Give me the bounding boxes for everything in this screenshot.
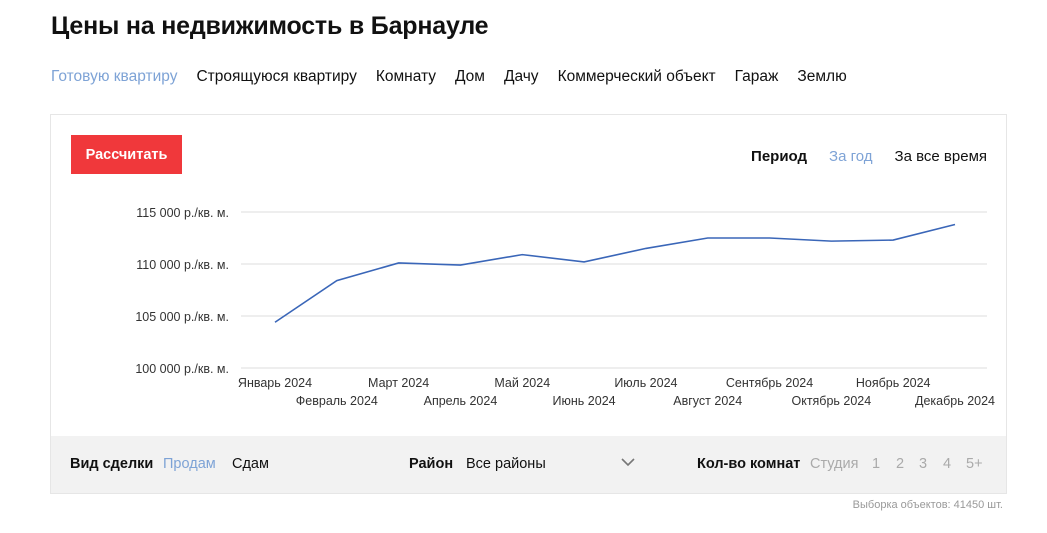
rooms-option-1[interactable]: 1: [872, 456, 881, 472]
rooms-option-3[interactable]: 3: [919, 456, 928, 472]
price-line-chart: 115 000 р./кв. м. 110 000 р./кв. м. 105 00…: [135, 206, 995, 408]
tab-garage[interactable]: Гараж: [734, 68, 779, 85]
rooms-option-studio[interactable]: Студия: [810, 456, 859, 472]
price-series-line: [274, 223, 956, 323]
rooms-count-label: Кол-во комнат: [697, 456, 801, 472]
x-tick-label: Ноябрь 2024: [856, 376, 931, 390]
tab-commercial[interactable]: Коммерческий объект: [557, 68, 716, 85]
period-label: Период: [751, 148, 808, 165]
deal-option-rent[interactable]: Сдам: [232, 456, 269, 472]
page-title: Цены на недвижимость в Барнауле: [51, 12, 489, 40]
calculate-button[interactable]: Рассчитать: [71, 135, 182, 174]
x-tick-label: Сентябрь 2024: [726, 376, 813, 390]
property-type-tabs: Готовую квартиру Строящуюся квартиру Ком…: [51, 68, 866, 86]
tab-house[interactable]: Дом: [455, 68, 485, 85]
x-tick-label: Октябрь 2024: [791, 394, 871, 408]
deal-type-label: Вид сделки: [70, 456, 154, 472]
x-tick-label: Март 2024: [368, 376, 429, 390]
x-tick-label: Июнь 2024: [553, 394, 616, 408]
tab-dacha[interactable]: Дачу: [503, 68, 539, 85]
x-tick-label: Февраль 2024: [296, 394, 378, 408]
period-option-year[interactable]: За год: [829, 148, 873, 165]
filter-bar: Вид сделки Продам Сдам Район Все районы …: [51, 436, 1006, 493]
rooms-option-2[interactable]: 2: [896, 456, 905, 472]
y-tick-label: 110 000 р./кв. м.: [136, 258, 229, 272]
deal-option-sell[interactable]: Продам: [163, 456, 216, 472]
y-tick-label: 105 000 р./кв. м.: [135, 310, 229, 324]
x-tick-label: Август 2024: [673, 394, 742, 408]
x-tick-label: Июль 2024: [614, 376, 677, 390]
price-chart-card: Рассчитать Период За год За все время 11…: [50, 114, 1007, 494]
district-label: Район: [409, 456, 454, 472]
period-selector: Период За год За все время: [751, 148, 987, 165]
district-select[interactable]: Все районы: [466, 456, 546, 472]
x-tick-label: Декабрь 2024: [915, 394, 995, 408]
x-tick-label: Январь 2024: [238, 376, 312, 390]
y-tick-label: 100 000 р./кв. м.: [135, 362, 229, 376]
x-tick-label: Апрель 2024: [424, 394, 498, 408]
period-option-all-time[interactable]: За все время: [894, 148, 987, 165]
sample-count: Выборка объектов: 41450 шт.: [852, 499, 1003, 511]
rooms-option-4[interactable]: 4: [943, 456, 952, 472]
chevron-down-icon[interactable]: [621, 458, 635, 467]
y-tick-label: 115 000 р./кв. м.: [136, 206, 229, 220]
tab-new-building-apartment[interactable]: Строящуюся квартиру: [196, 68, 357, 85]
rooms-option-5plus[interactable]: 5+: [966, 456, 983, 472]
x-tick-label: Май 2024: [494, 376, 550, 390]
tab-room[interactable]: Комнату: [375, 68, 436, 85]
tab-land[interactable]: Землю: [797, 68, 847, 85]
tab-ready-apartment[interactable]: Готовую квартиру: [51, 68, 178, 85]
